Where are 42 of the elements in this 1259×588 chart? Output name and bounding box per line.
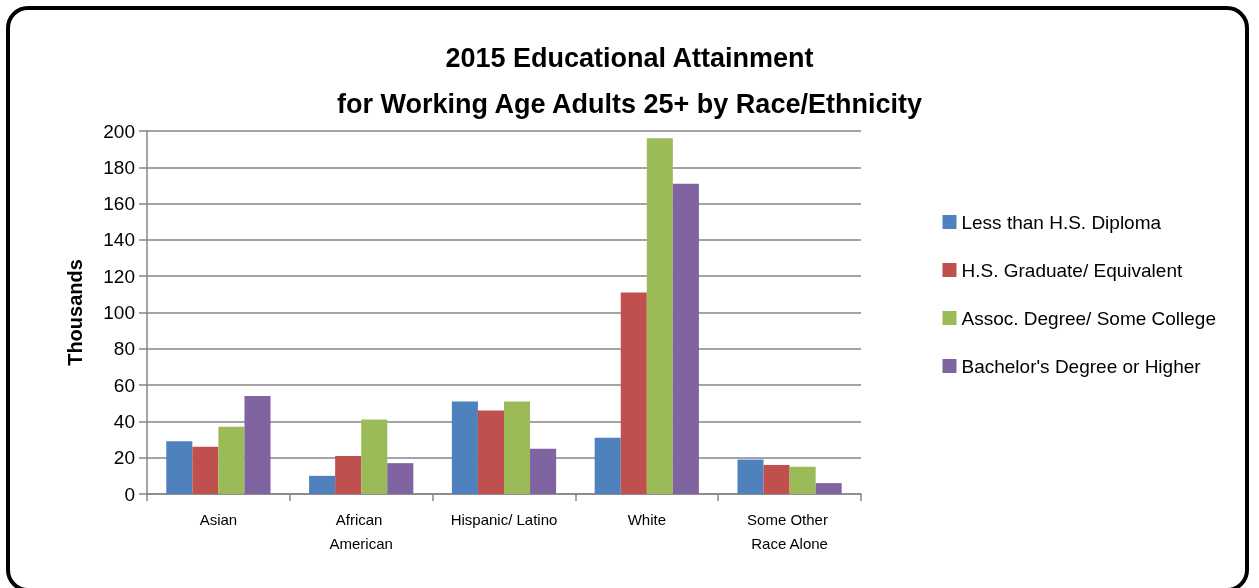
x-tick-label: White xyxy=(627,510,666,528)
bar xyxy=(530,448,557,494)
bar xyxy=(451,401,478,494)
bar xyxy=(789,466,816,494)
bar xyxy=(763,464,790,494)
y-tick-label: 120 xyxy=(103,265,135,287)
y-axis-title: Thousands xyxy=(64,259,86,366)
bar xyxy=(620,292,647,494)
bar xyxy=(309,475,336,494)
bar xyxy=(387,463,414,494)
bar xyxy=(218,426,245,494)
bar xyxy=(192,446,219,494)
x-tick-label: Some Other Race Alone xyxy=(747,510,833,552)
chart-title: 2015 Educational Attainment for Working Age Adults 25+ by Race/Ethnicity xyxy=(337,43,922,119)
bar xyxy=(335,455,362,494)
y-tick-label: 100 xyxy=(103,302,135,323)
bar xyxy=(672,183,699,494)
bar xyxy=(646,138,673,494)
legend-label: Less than H.S. Diploma xyxy=(961,211,1162,233)
y-tick-label: 40 xyxy=(113,410,135,432)
bar xyxy=(594,437,621,494)
bar xyxy=(815,483,842,494)
y-tick-label: 0 xyxy=(124,483,135,505)
bar xyxy=(737,459,764,494)
y-tick-label: 60 xyxy=(113,374,135,396)
bar xyxy=(361,419,388,494)
bar xyxy=(244,395,271,494)
legend-label: H.S. Graduate/ Equivalent xyxy=(961,259,1183,281)
y-tick-label: 180 xyxy=(103,156,135,178)
x-tick-label: Hispanic/ Latino xyxy=(450,510,558,528)
y-tick-label: 200 xyxy=(103,120,135,142)
x-tick-label: African American xyxy=(329,510,393,552)
y-tick-label: 20 xyxy=(113,447,135,469)
x-tick-label: Asian xyxy=(199,510,238,528)
legend-label: Assoc. Degree/ Some College xyxy=(961,307,1216,329)
legend-label: Bachelor's Degree or Higher xyxy=(961,355,1202,377)
y-tick-label: 160 xyxy=(103,193,135,215)
y-tick-label: 140 xyxy=(103,229,135,251)
bar xyxy=(477,410,504,494)
bar xyxy=(166,441,193,494)
y-tick-label: 80 xyxy=(113,338,135,360)
bar xyxy=(504,401,531,494)
